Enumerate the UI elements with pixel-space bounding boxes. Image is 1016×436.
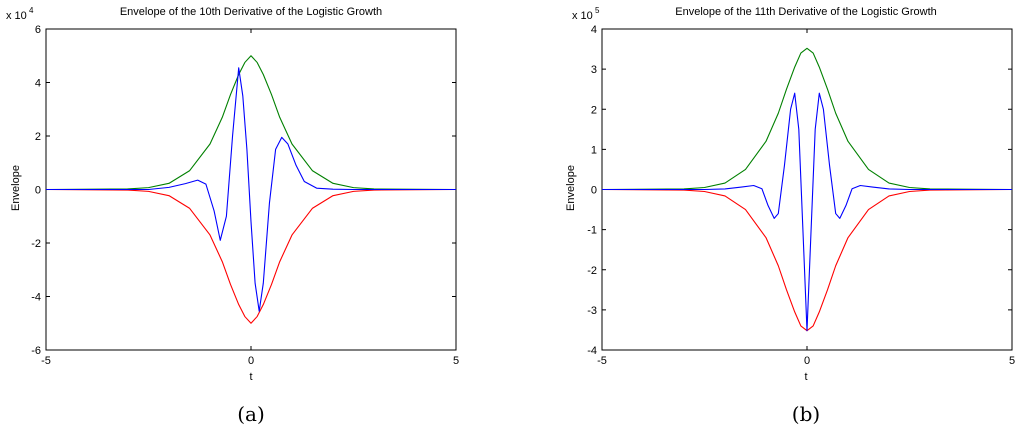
series-line-lower [601,188,1013,332]
series-line-lower [45,188,457,324]
x-axis-label: t [804,371,807,383]
chart-title: Envelope of the 11th Derivative of the L… [675,6,937,18]
y-tick-label: 6 [35,24,41,36]
y-tick-label: 2 [591,104,597,116]
x-tick-label: 0 [804,355,810,367]
panel-caption: (a) [237,402,265,426]
y-tick-label: 2 [35,131,41,143]
x-tick-label: 0 [248,355,254,367]
y-axis-exponent: 5 [595,6,600,15]
y-axis-label: Envelope [565,165,577,211]
y-tick-label: -4 [587,345,597,357]
y-tick-label: -2 [587,265,597,277]
panel-caption: (b) [792,402,820,426]
chart-title: Envelope of the 10th Derivative of the L… [120,6,382,18]
series-line-upper [45,55,457,191]
y-tick-label: 4 [591,24,597,36]
y-tick-label: 3 [591,64,597,76]
y-tick-label: -3 [587,305,597,317]
y-tick-label: -1 [587,225,597,237]
x-tick-label: -5 [41,355,51,367]
y-tick-label: -6 [31,345,41,357]
y-axis-multiplier: x 10 [572,10,593,22]
x-tick-label: -5 [597,355,607,367]
y-axis-exponent: 4 [29,6,34,15]
y-tick-label: 0 [591,185,597,197]
x-tick-label: 5 [453,355,459,367]
series-line-upper [601,47,1013,191]
y-tick-label: 4 [35,78,41,90]
series-line-signal [46,67,456,312]
chart-panel-b: Envelope of the 11th Derivative of the L… [565,6,1015,426]
y-tick-label: -2 [31,238,41,250]
y-tick-label: 1 [591,144,597,156]
y-axis-multiplier: x 10 [6,10,27,22]
x-tick-label: 5 [1009,355,1015,367]
x-axis-label: t [249,371,252,383]
chart-panel-a: Envelope of the 10th Derivative of the L… [6,6,459,426]
series-line-signal [602,92,1012,332]
y-tick-label: 0 [35,185,41,197]
y-tick-label: -4 [31,292,41,304]
y-axis-label: Envelope [10,165,22,211]
